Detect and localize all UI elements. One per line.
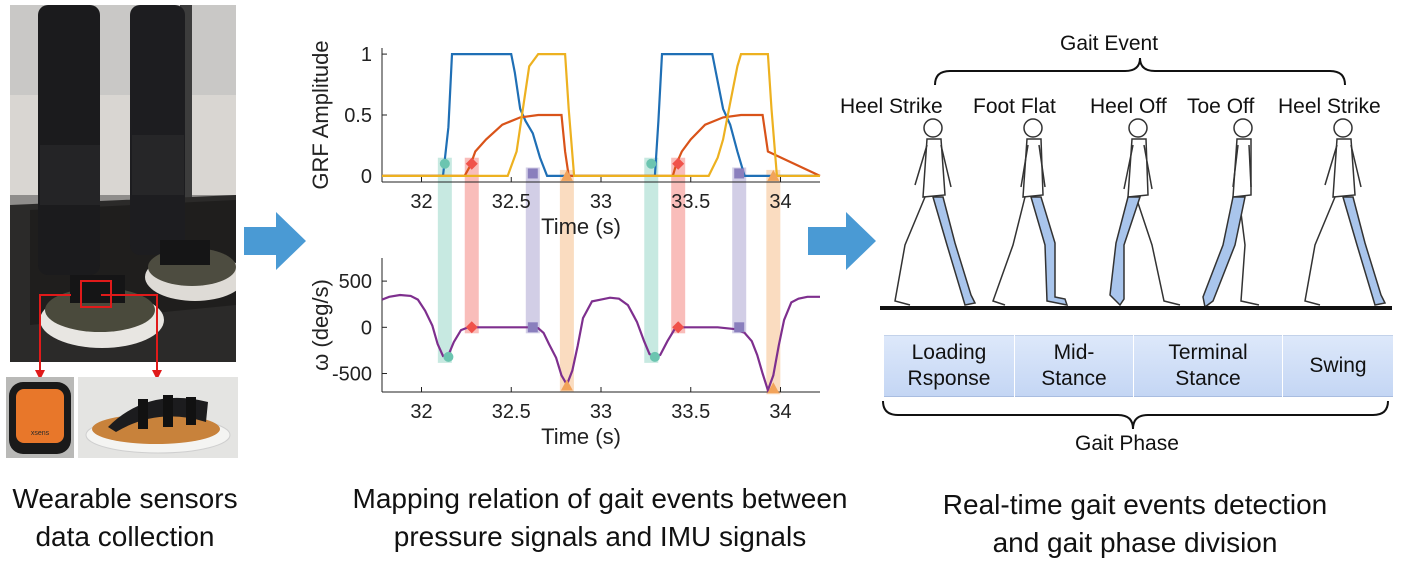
marker-1-7 [767, 382, 780, 394]
left-caption-line1: Wearable sensors [12, 483, 238, 514]
gait-signal-charts: 32 32.5 33 33.5 34 0 0.5 1 Time (s) GRF Amplitude… [308, 40, 821, 449]
marker-1-3 [560, 379, 573, 391]
right-arrow-icon [244, 212, 306, 270]
event-heel-strike-2: Heel Strike [1278, 95, 1381, 118]
middle-caption-line1: Mapping relation of gait events between [352, 483, 848, 514]
x-tick-label-1-1: 32.5 [492, 401, 531, 423]
event-band-3 [559, 169, 574, 392]
ground-line [880, 306, 1392, 310]
event-band-2 [525, 167, 540, 334]
marker-0-0 [439, 158, 450, 169]
phase-terminal-stance: Terminal Stance [1134, 335, 1282, 397]
x-tick-label-1-2: 33 [590, 401, 612, 423]
walker-foot-flat [992, 118, 1069, 306]
marker-0-1 [465, 157, 478, 170]
x-tick-label-0-4: 34 [769, 191, 791, 213]
marker-1-5 [672, 321, 685, 334]
event-foot-flat: Foot Flat [973, 95, 1056, 118]
x-axis-label-0: Time (s) [541, 214, 621, 239]
y-tick-label-0-0: 0 [361, 166, 372, 188]
connector-lines [35, 294, 162, 380]
walker-heel-strike-1 [894, 118, 977, 306]
pressure-insole-photo [78, 377, 238, 458]
y-tick-label-0-2: 1 [361, 44, 372, 66]
marker-1-6 [734, 322, 745, 333]
imu-sensor-photo: xsens [6, 377, 74, 458]
phase-loading-response: Loading Rsponse [884, 335, 1014, 397]
walker-toe-off [1202, 118, 1260, 309]
marker-1-4 [649, 351, 660, 362]
sensor-brand-text: xsens [31, 430, 50, 437]
y-tick-label-0-1: 0.5 [344, 105, 372, 127]
right-caption-line1: Real-time gait events detection [942, 489, 1328, 520]
marker-0-4 [646, 158, 657, 169]
y-tick-label-1-2: 500 [339, 271, 372, 293]
x-axis-label-1: Time (s) [541, 424, 621, 449]
event-heel-off: Heel Off [1090, 95, 1167, 118]
y-tick-label-1-0: -500 [332, 364, 372, 386]
x-tick-label-1-3: 33.5 [671, 401, 710, 423]
marker-0-5 [672, 157, 685, 170]
right-caption-line2: and gait phase division [992, 527, 1278, 558]
middle-caption-line2: pressure signals and IMU signals [393, 521, 807, 552]
treadmill-photo-drawing [10, 5, 236, 362]
walker-heel-strike-2 [1304, 118, 1387, 306]
marker-1-0 [443, 351, 454, 362]
y-axis-label-1: ω (deg/s) [308, 279, 333, 371]
right-arrow-icon-2 [808, 212, 876, 270]
x-tick-label-0-0: 32 [410, 191, 432, 213]
x-tick-label-0-3: 33.5 [671, 191, 710, 213]
walker-heel-off [1109, 118, 1181, 307]
left-caption-line2: data collection [35, 521, 215, 552]
event-toe-off: Toe Off [1187, 95, 1255, 118]
phase-swing: Swing [1283, 335, 1393, 397]
gait-phase-brace [882, 400, 1389, 430]
treadmill-photo [10, 5, 236, 362]
event-band-1 [464, 157, 479, 334]
marker-0-3 [560, 169, 573, 181]
x-tick-label-1-4: 34 [769, 401, 791, 423]
series-line-0-0 [382, 52, 820, 177]
event-band-5 [671, 157, 686, 334]
x-tick-label-1-0: 32 [410, 401, 432, 423]
marker-0-6 [734, 168, 745, 179]
marker-1-1 [465, 321, 478, 334]
event-band-0 [437, 157, 452, 363]
marker-0-7 [767, 169, 780, 181]
event-band-6 [732, 167, 747, 334]
event-band-4 [644, 157, 659, 363]
x-tick-label-0-1: 32.5 [492, 191, 531, 213]
imu-sensor-drawing: xsens [9, 382, 71, 454]
gait-event-brace [934, 57, 1346, 86]
pressure-insole-drawing [85, 395, 231, 454]
y-tick-label-1-1: 0 [361, 317, 372, 339]
y-axis-label-0: GRF Amplitude [308, 40, 333, 189]
marker-0-2 [527, 168, 538, 179]
right-caption: Real-time gait events detection and gait… [900, 486, 1370, 562]
walking-figures [894, 118, 1387, 309]
x-tick-label-0-2: 33 [590, 191, 612, 213]
phase-mid-stance: Mid- Stance [1015, 335, 1133, 397]
left-caption: Wearable sensors data collection [0, 480, 250, 556]
gait-event-title: Gait Event [1060, 32, 1159, 55]
marker-1-2 [527, 322, 538, 333]
event-band-7 [766, 169, 781, 395]
gait-phase-title: Gait Phase [1075, 432, 1179, 455]
middle-caption: Mapping relation of gait events between … [290, 480, 910, 556]
event-heel-strike-1: Heel Strike [840, 95, 943, 118]
series-line-0-2 [382, 52, 820, 177]
